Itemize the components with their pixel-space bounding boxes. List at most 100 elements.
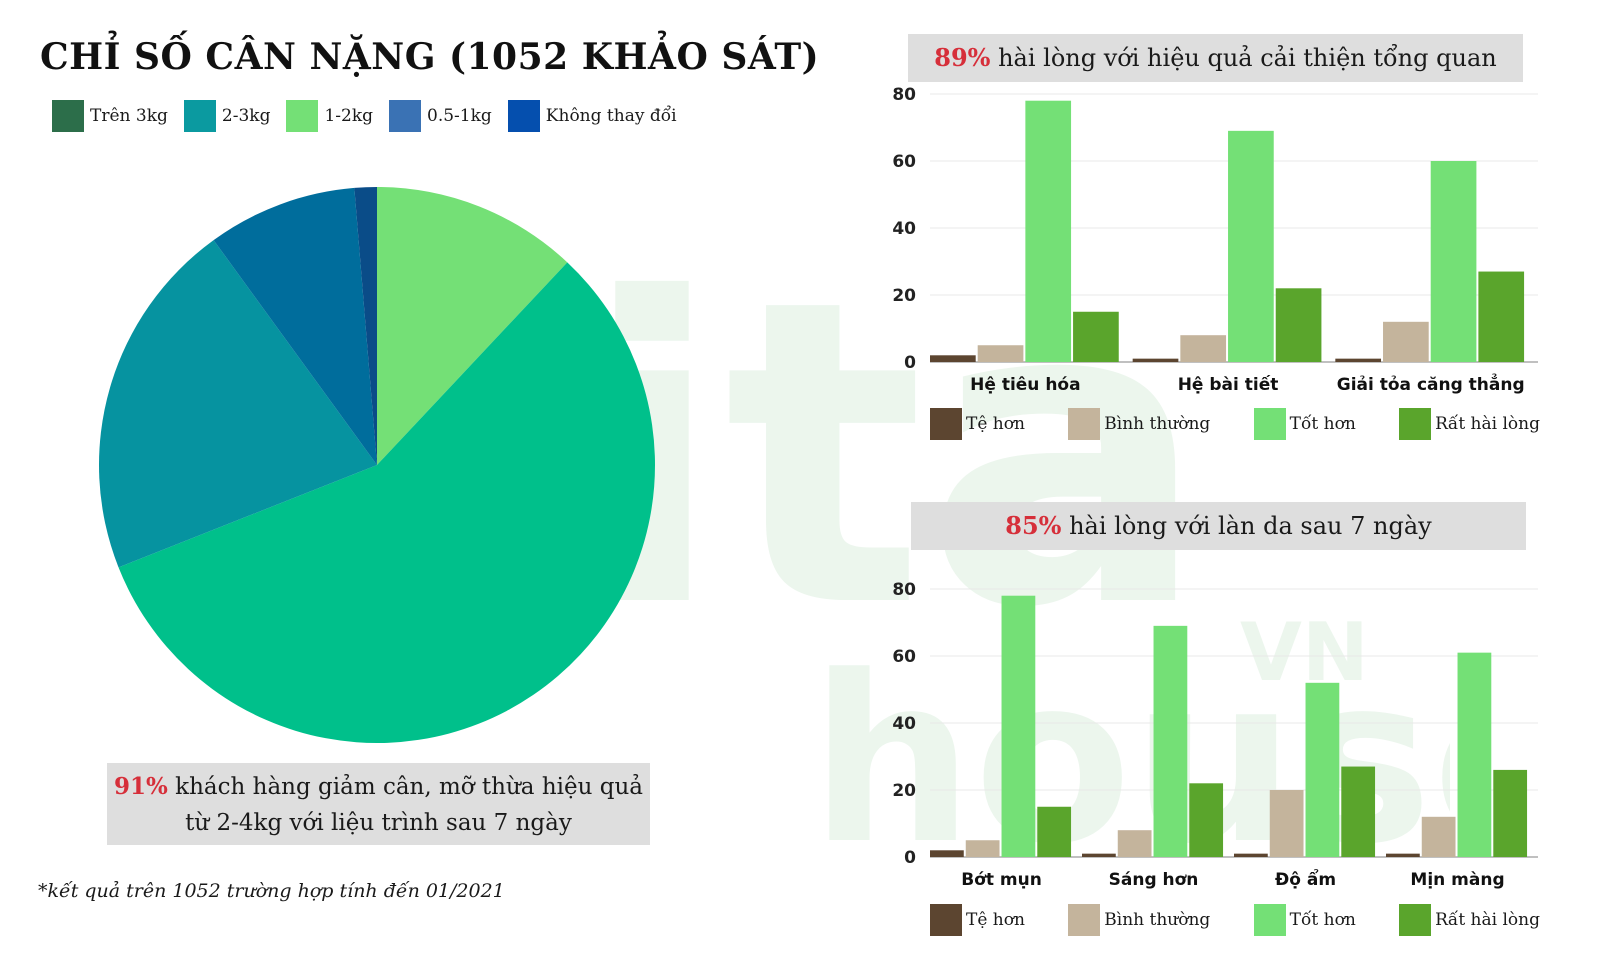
pie-legend-item-khong-thay-doi: Không thay đổi bbox=[507, 100, 677, 132]
pie-slice-3 bbox=[98, 240, 378, 568]
bar-chart-2-bar-min-mang-rat-hai-long bbox=[1493, 769, 1528, 857]
bar-chart-2-category-label: Sáng hơn bbox=[1109, 870, 1199, 890]
bar-chart-2-legend-swatch bbox=[1399, 904, 1432, 936]
bar-chart-2-bar-sang-hon-rat-hai-long bbox=[1189, 783, 1224, 857]
pie-legend-label: 2-3kg bbox=[221, 106, 271, 126]
pie-legend-swatch bbox=[286, 100, 319, 132]
bar-chart-1-legend-label: Rất hài lòng bbox=[1435, 414, 1540, 434]
pie-legend-item-0-5-1kg: 0.5-1kg bbox=[389, 100, 492, 132]
bar-chart-2-legend-item-binh-thuong: Bình thường bbox=[1068, 904, 1210, 936]
bar-chart-2-legend: Tệ hơn Bình thường Tốt hơn Rất hài lòng bbox=[930, 904, 1540, 936]
bar-chart-1-bar-giai-toa-cang-thang-tot-hon bbox=[1430, 161, 1477, 362]
bar-chart-1-y-tick-label: 20 bbox=[892, 286, 916, 306]
bar-chart-1-bar-he-bai-tiet-rat-hai-long bbox=[1275, 288, 1322, 362]
bar-chart-1-y-tick-label: 40 bbox=[892, 219, 916, 239]
bar-chart-2-category-label: Mịn màng bbox=[1410, 870, 1504, 890]
bar-chart-2-legend-item-tot-hon: Tốt hơn bbox=[1253, 904, 1356, 936]
pie-slice-1 bbox=[377, 187, 568, 465]
bar-chart-1-legend-swatch bbox=[1399, 408, 1432, 440]
bar-chart-1-legend-item-te-hon: Tệ hơn bbox=[930, 408, 1025, 440]
bar-chart-1-bar-giai-toa-cang-thang-rat-hai-long bbox=[1478, 271, 1525, 362]
bar-chart-2-legend-label: Tệ hơn bbox=[966, 910, 1025, 930]
pie-legend-item-1-2kg: 1-2kg bbox=[286, 100, 373, 132]
bar-chart-2-category-label: Bớt mụn bbox=[961, 870, 1042, 890]
pie-slice-4 bbox=[213, 187, 377, 465]
pie-chart-title: CHỈ SỐ CÂN NẶNG (1052 KHẢO SÁT) bbox=[40, 36, 820, 78]
bar-chart-1-legend-label: Bình thường bbox=[1104, 414, 1211, 434]
bar-chart-2-legend-label: Tốt hơn bbox=[1289, 910, 1356, 930]
bar-chart-1-category-label: Giải tỏa căng thẳng bbox=[1337, 373, 1525, 395]
bar-chart-2-bar-bot-mun-tot-hon bbox=[1001, 595, 1036, 857]
bar-chart-1-bar-he-bai-tiet-tot-hon bbox=[1228, 130, 1274, 362]
pie-legend-label: Không thay đổi bbox=[545, 106, 677, 126]
bar-chart-1-legend: Tệ hơn Bình thường Tốt hơn Rất hài lòng bbox=[930, 408, 1540, 440]
pie-legend-item-2-3kg: 2-3kg bbox=[183, 100, 271, 132]
bar-chart-1-bar-giai-toa-cang-thang-te-hon bbox=[1335, 358, 1382, 362]
bar-chart-1-legend-swatch bbox=[1068, 408, 1101, 440]
bar-chart-2-title: 85% hài lòng với làn da sau 7 ngày bbox=[911, 502, 1526, 550]
pie-legend-swatch bbox=[52, 100, 84, 132]
bar-chart-1-legend-item-rat-hai-long: Rất hài lòng bbox=[1399, 408, 1540, 440]
pie-summary-note: 91% khách hàng giảm cân, mỡ thừa hiệu qu… bbox=[107, 763, 650, 845]
bar-chart-1-category-label: Hệ tiêu hóa bbox=[970, 375, 1080, 395]
bar-chart-2-bar-sang-hon-te-hon bbox=[1082, 853, 1116, 857]
bar-chart-1-legend-item-binh-thuong: Bình thường bbox=[1068, 408, 1210, 440]
bar-chart-2-y-tick-label: 0 bbox=[904, 848, 916, 868]
bar-chart-1-y-tick-label: 60 bbox=[892, 152, 916, 172]
pie-slice-2 bbox=[118, 262, 656, 744]
bar-chart-2-title-text: hài lòng với làn da sau 7 ngày bbox=[1061, 512, 1432, 540]
bar-chart-1-category-label: Hệ bài tiết bbox=[1178, 374, 1279, 395]
bar-chart-1-legend-label: Tốt hơn bbox=[1289, 414, 1356, 434]
bar-chart-2-y-tick-label: 80 bbox=[892, 580, 916, 600]
bar-chart-2-legend-swatch bbox=[1253, 904, 1286, 936]
bar-chart-1-legend-swatch bbox=[930, 408, 962, 440]
bar-chart-1-legend-item-tot-hon: Tốt hơn bbox=[1253, 408, 1356, 440]
bar-chart-1-title-text: hài lòng với hiệu quả cải thiện tổng qua… bbox=[990, 44, 1497, 72]
pie-legend-swatch bbox=[389, 100, 422, 132]
pie-note-line1: khách hàng giảm cân, mỡ thừa hiệu quả bbox=[167, 774, 643, 800]
bar-chart-1-title-highlight: 89% bbox=[934, 43, 991, 72]
bar-chart-2-legend-label: Bình thường bbox=[1104, 910, 1211, 930]
bar-chart-1-bar-he-bai-tiet-te-hon bbox=[1132, 358, 1179, 362]
bar-chart-1-bar-he-tieu-hoa-te-hon bbox=[930, 355, 976, 362]
bar-chart-2-category-label: Độ ẩm bbox=[1275, 868, 1336, 890]
bar-chart-2-bar-do-am-binh-thuong bbox=[1269, 790, 1304, 857]
bar-chart-2-bar-bot-mun-te-hon bbox=[930, 850, 964, 857]
bar-chart-1-bar-he-tieu-hoa-tot-hon bbox=[1025, 100, 1072, 362]
bar-chart-2-legend-swatch bbox=[930, 904, 962, 936]
bar-chart-2-bar-do-am-tot-hon bbox=[1305, 682, 1340, 857]
bar-chart-2-title-highlight: 85% bbox=[1005, 511, 1062, 540]
bar-chart-2-y-tick-label: 40 bbox=[892, 714, 916, 734]
bar-chart-2-bar-bot-mun-binh-thuong bbox=[965, 840, 1000, 857]
bar-chart-1: 0 20 40 60 80 Hệ tiêu hóa Hệ bài tiết Giải tỏa … bbox=[892, 85, 1538, 395]
pie-legend-label: 1-2kg bbox=[324, 106, 374, 126]
bar-chart-2-bar-do-am-rat-hai-long bbox=[1341, 766, 1376, 857]
bar-chart-1-legend-swatch bbox=[1253, 408, 1286, 440]
bar-chart-2-bar-do-am-te-hon bbox=[1234, 853, 1268, 857]
bar-chart-2-bar-sang-hon-binh-thuong bbox=[1117, 830, 1152, 857]
bar-chart-1-legend-label: Tệ hơn bbox=[966, 414, 1025, 434]
bar-chart-1-title: 89% hài lòng với hiệu quả cải thiện tổng… bbox=[908, 34, 1523, 82]
pie-legend: Trên 3kg 2-3kg 1-2kg 0.5-1kg Không thay đổi bbox=[52, 100, 677, 132]
bar-chart-1-bar-he-tieu-hoa-binh-thuong bbox=[977, 345, 1024, 362]
pie-legend-item-tren-3kg: Trên 3kg bbox=[52, 100, 168, 132]
bar-chart-1-bar-he-tieu-hoa-rat-hai-long bbox=[1073, 311, 1119, 362]
bar-chart-2-bar-sang-hon-tot-hon bbox=[1153, 625, 1188, 857]
bar-chart-2-bar-min-mang-te-hon bbox=[1386, 853, 1420, 857]
pie-legend-label: 0.5-1kg bbox=[427, 106, 492, 126]
bar-chart-2-y-tick-label: 60 bbox=[892, 647, 916, 667]
bar-chart-1-bar-he-bai-tiet-binh-thuong bbox=[1180, 335, 1227, 362]
bar-chart-2-legend-swatch bbox=[1068, 904, 1101, 936]
pie-note-line2: từ 2-4kg với liệu trình sau 7 ngày bbox=[185, 810, 572, 836]
bar-chart-2-legend-item-rat-hai-long: Rất hài lòng bbox=[1399, 904, 1540, 936]
bar-chart-2-bar-min-mang-binh-thuong bbox=[1421, 816, 1456, 857]
bar-chart-2-legend-label: Rất hài lòng bbox=[1435, 910, 1540, 930]
pie-legend-label: Trên 3kg bbox=[90, 106, 168, 126]
bar-chart-1-y-tick-label: 80 bbox=[892, 85, 916, 105]
pie-legend-swatch bbox=[183, 100, 216, 132]
pie-note-highlight: 91% bbox=[114, 773, 168, 800]
bar-chart-1-y-tick-label: 0 bbox=[904, 353, 916, 373]
pie-chart bbox=[98, 187, 656, 744]
pie-legend-swatch bbox=[507, 100, 540, 132]
bar-chart-2-bar-bot-mun-rat-hai-long bbox=[1037, 806, 1072, 857]
